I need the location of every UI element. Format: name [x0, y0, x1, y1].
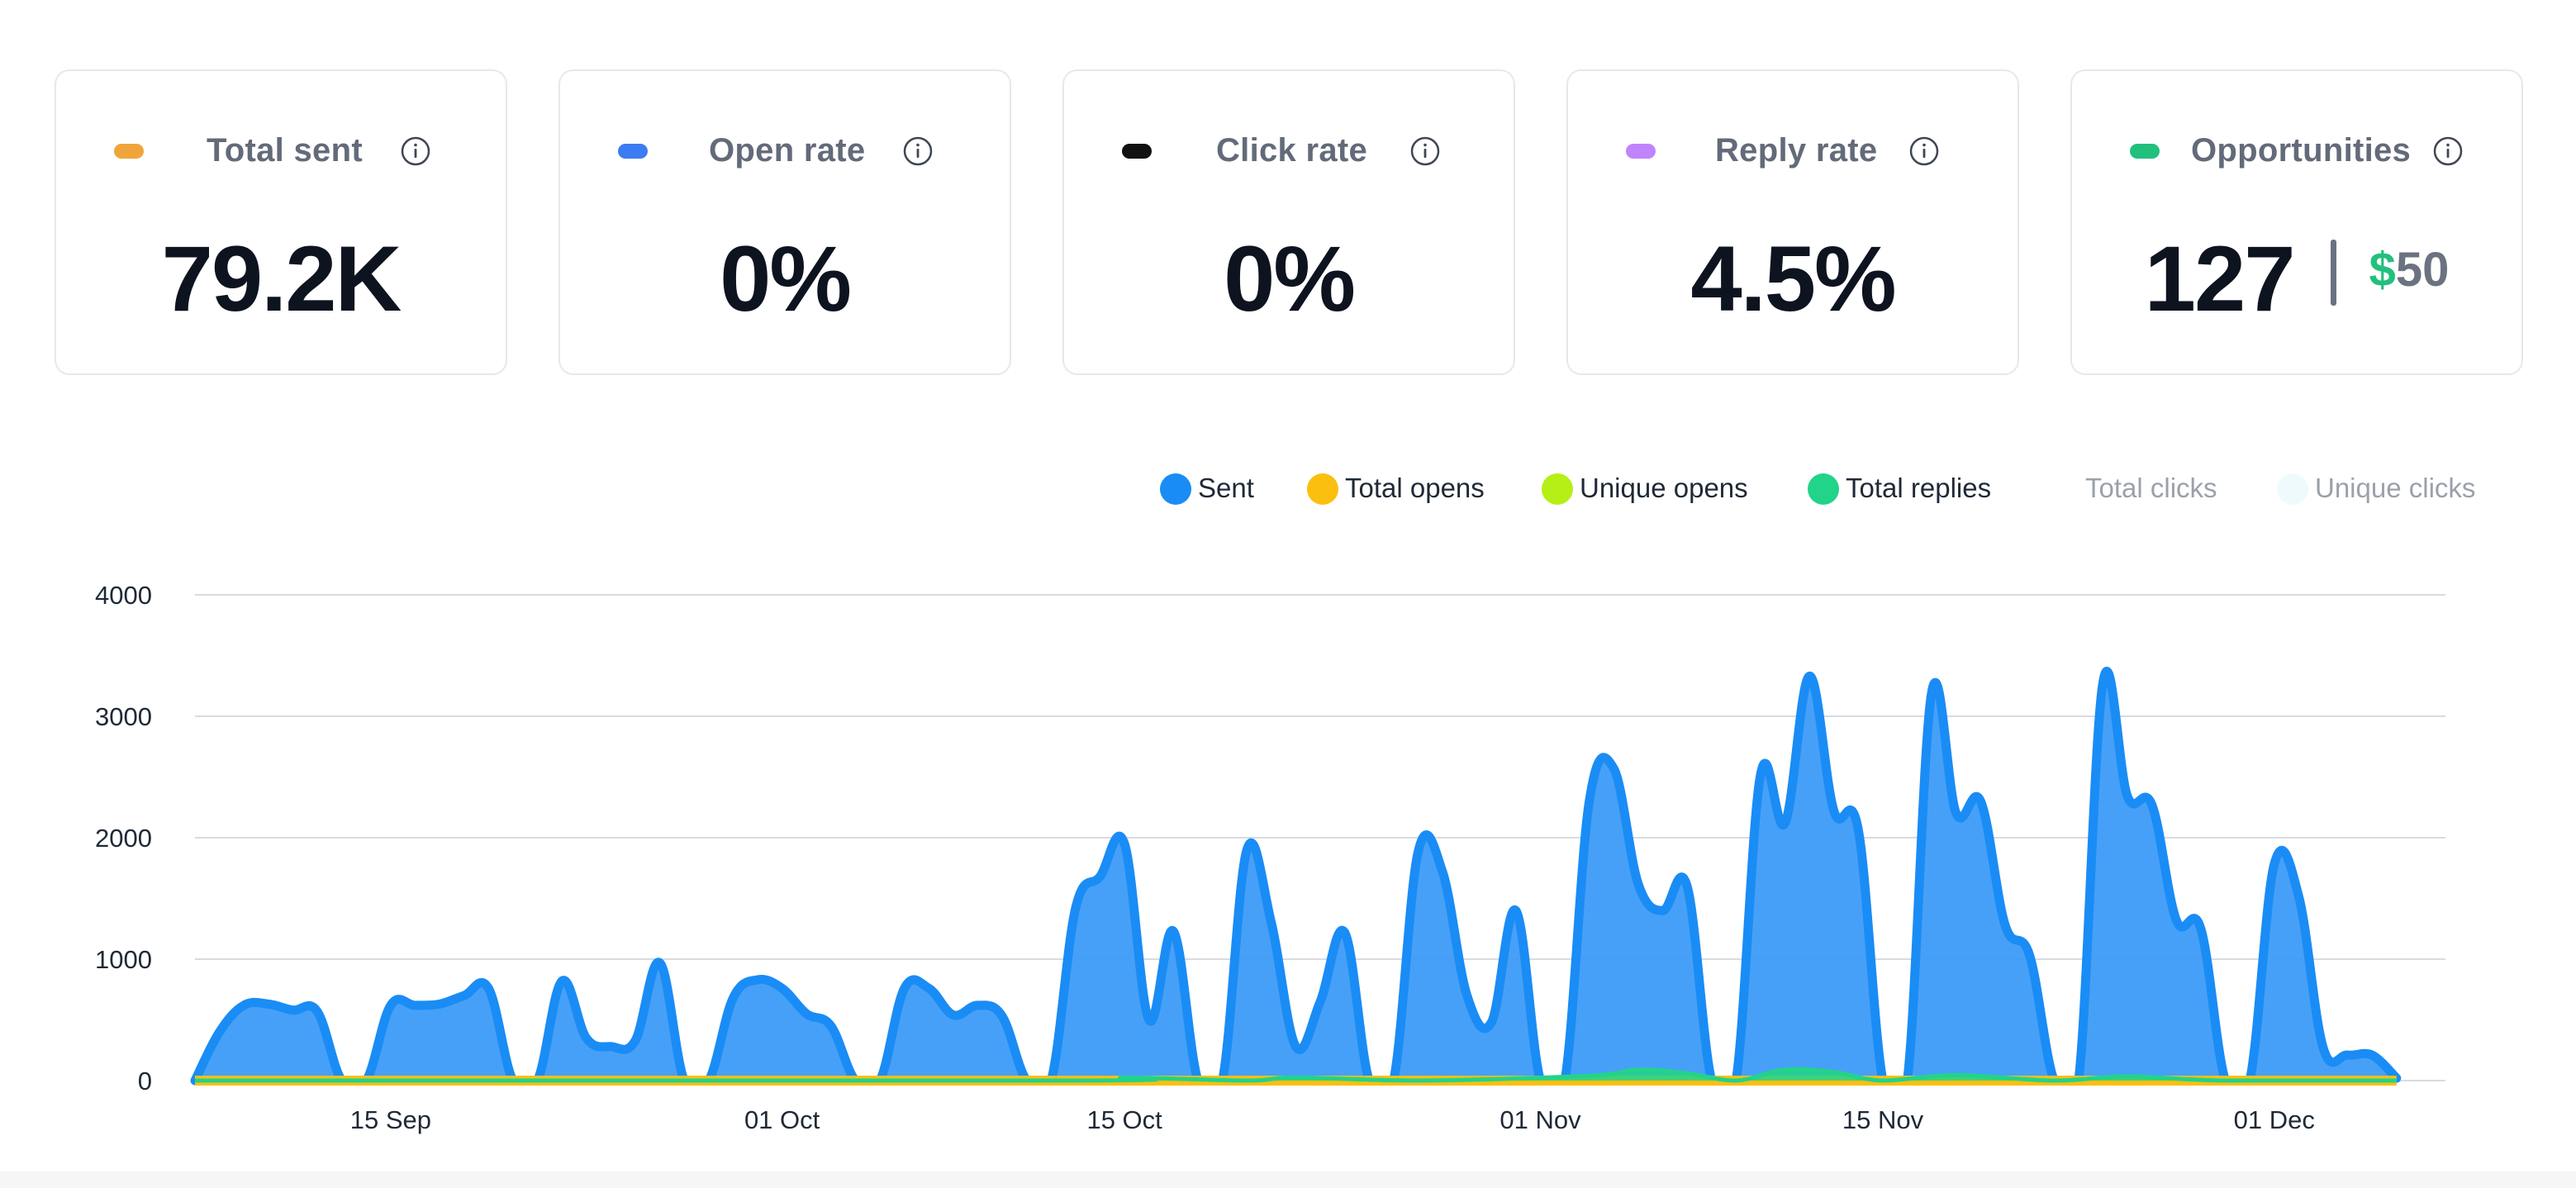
- stat-label: Opportunities: [2191, 132, 2412, 169]
- stat-card-header: Reply rate: [1568, 127, 2018, 173]
- x-tick-label: 15 Sep: [350, 1105, 431, 1134]
- x-tick-label: 01 Dec: [2234, 1105, 2315, 1134]
- status-dot: [2130, 144, 2160, 159]
- legend-label: Total replies: [1846, 473, 1992, 503]
- stat-card-opportunities[interactable]: Opportunities 127 $50: [2070, 69, 2523, 375]
- stat-value: 79.2K: [161, 227, 402, 330]
- stat-card-header: Open rate: [560, 127, 1010, 173]
- legend-swatch: [1160, 473, 1191, 505]
- bottom-edge: [0, 1171, 2576, 1188]
- y-tick-label: 2000: [95, 824, 152, 853]
- info-icon[interactable]: [400, 135, 431, 167]
- series-line-sent[interactable]: [190, 667, 2402, 1086]
- opportunities-count: 127: [2144, 227, 2296, 330]
- status-dot: [1122, 144, 1152, 159]
- info-icon[interactable]: [1908, 135, 1940, 167]
- legend-swatch: [2047, 473, 2079, 505]
- stat-value: 0%: [720, 227, 852, 330]
- stat-card-reply-rate[interactable]: Reply rate 4.5%: [1566, 69, 2019, 375]
- y-tick-label: 1000: [95, 945, 152, 974]
- stat-card-header: Click rate: [1064, 127, 1514, 173]
- opportunities-amount: 50: [2395, 243, 2450, 297]
- x-tick-label: 15 Oct: [1086, 1105, 1162, 1134]
- legend-label: Unique clicks: [2315, 473, 2476, 503]
- stat-label: Open rate: [709, 132, 866, 169]
- stat-value: 0%: [1224, 227, 1356, 330]
- legend-label: Unique opens: [1580, 473, 1748, 503]
- value-separator: [2330, 240, 2336, 306]
- stat-label: Click rate: [1216, 132, 1368, 169]
- legend-label: Sent: [1198, 473, 1254, 503]
- stat-card-header: Opportunities: [2072, 127, 2521, 173]
- legend-label: Total clicks: [2085, 473, 2217, 503]
- status-dot: [114, 144, 144, 159]
- series-area-sent: [195, 671, 2397, 1081]
- stat-card-open-rate[interactable]: Open rate 0%: [558, 69, 1011, 375]
- currency-symbol: $: [2369, 243, 2396, 297]
- stat-value: 4.5%: [1690, 227, 1896, 330]
- chart-axes: 0 1000 2000 3000 4000 15 Sep 01 Oct 15 Oct 01 No…: [95, 581, 2315, 1134]
- stat-label: Total sent: [207, 132, 363, 169]
- stat-card-total-sent[interactable]: Total sent 79.2K: [55, 69, 507, 375]
- stat-label: Reply rate: [1715, 132, 1878, 169]
- stat-card-header: Total sent: [56, 127, 506, 173]
- stat-value: 127 $50: [2072, 233, 2521, 326]
- x-tick-label: 01 Nov: [1499, 1105, 1581, 1134]
- stats-cards: Total sent 79.2K Open rate 0% Click rate: [55, 69, 2526, 377]
- y-tick-label: 3000: [95, 702, 152, 731]
- activity-chart[interactable]: 0 1000 2000 3000 4000 15 Sep 01 Oct 15 Oct 01 No…: [0, 545, 2576, 1173]
- info-icon[interactable]: [902, 135, 934, 167]
- series-line-total-replies[interactable]: [195, 1067, 2397, 1083]
- legend-swatch: [1542, 473, 1573, 505]
- info-icon[interactable]: [2432, 135, 2464, 167]
- status-dot: [618, 144, 648, 159]
- stat-card-click-rate[interactable]: Click rate 0%: [1062, 69, 1515, 375]
- legend-label: Total opens: [1345, 473, 1485, 503]
- legend-swatch: [1808, 473, 1839, 505]
- chart-series: [190, 667, 2402, 1086]
- legend-swatch: [1307, 473, 1338, 505]
- y-tick-label: 0: [138, 1067, 152, 1095]
- x-tick-label: 15 Nov: [1842, 1105, 1924, 1134]
- x-tick-label: 01 Oct: [744, 1105, 820, 1134]
- status-dot: [1626, 144, 1656, 159]
- series-area-total-replies: [195, 1069, 2397, 1081]
- legend-swatch: [2277, 473, 2308, 505]
- y-tick-label: 4000: [95, 581, 152, 610]
- info-icon[interactable]: [1409, 135, 1441, 167]
